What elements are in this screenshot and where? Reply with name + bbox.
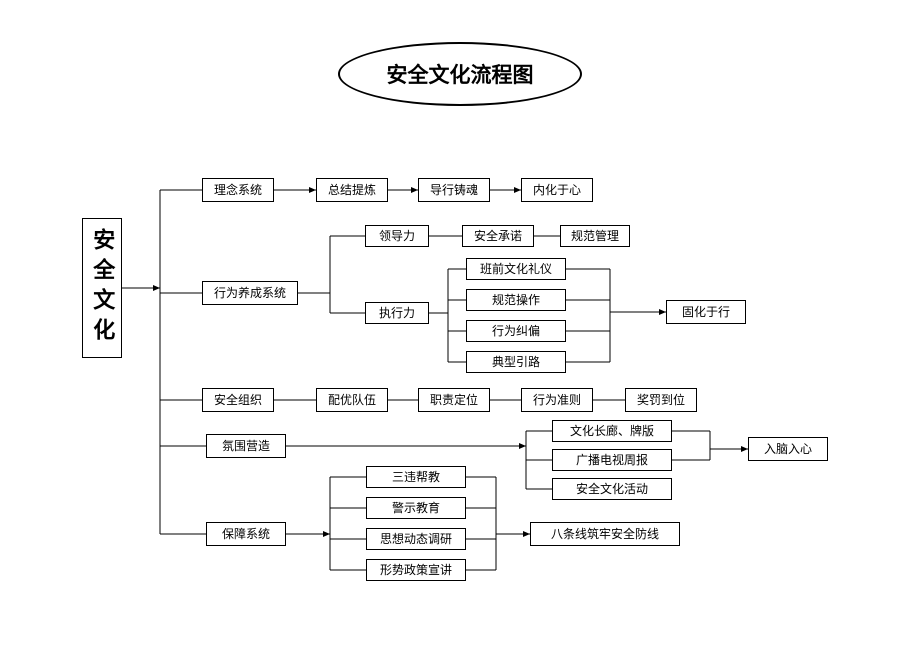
node-n_wenhuahd: 安全文化活动 [552, 478, 672, 500]
node-n_lingdao: 领导力 [365, 225, 429, 247]
node-n_batiao: 八条线筑牢安全防线 [530, 522, 680, 546]
node-label: 配优队伍 [328, 393, 376, 407]
node-n_jingshi: 警示教育 [366, 497, 466, 519]
node-label: 三违帮教 [392, 470, 440, 484]
node-n_neihua: 内化于心 [521, 178, 593, 202]
node-n_jiupian: 行为纠偏 [466, 320, 566, 342]
node-n_dianxing: 典型引路 [466, 351, 566, 373]
node-n_zhixing: 执行力 [365, 302, 429, 324]
node-label: 规范操作 [492, 293, 540, 307]
node-n_sixiang: 思想动态调研 [366, 528, 466, 550]
node-label: 保障系统 [222, 527, 270, 541]
node-n_peiyou: 配优队伍 [316, 388, 388, 412]
node-label: 氛围营造 [222, 439, 270, 453]
node-n_guifancz: 规范操作 [466, 289, 566, 311]
node-label: 执行力 [379, 306, 415, 320]
node-label: 导行铸魂 [430, 183, 478, 197]
node-label: 文化长廊、牌版 [570, 424, 654, 438]
node-label: 奖罚到位 [637, 393, 685, 407]
node-n_runao: 入脑入心 [748, 437, 828, 461]
node-n_baozhang: 保障系统 [206, 522, 286, 546]
title-ellipse: 安全文化流程图 [338, 42, 582, 106]
diagram-title: 安全文化流程图 [387, 59, 534, 89]
node-n_jiangfa: 奖罚到位 [625, 388, 697, 412]
node-n_guifan: 规范管理 [560, 225, 630, 247]
root-label: 安全文化 [89, 228, 115, 348]
node-n_zhize: 职责定位 [418, 388, 490, 412]
root-node: 安全文化 [82, 218, 122, 358]
node-n_chengnuoa: 安全承诺 [462, 225, 534, 247]
node-label: 总结提炼 [328, 183, 376, 197]
node-label: 职责定位 [430, 393, 478, 407]
node-label: 安全组织 [214, 393, 262, 407]
node-label: 规范管理 [571, 229, 619, 243]
node-label: 典型引路 [492, 355, 540, 369]
node-label: 行为准则 [533, 393, 581, 407]
node-n_guangbo: 广播电视周报 [552, 449, 672, 471]
node-label: 行为养成系统 [214, 286, 286, 300]
node-n_zhunze: 行为准则 [521, 388, 593, 412]
node-label: 固化于行 [682, 305, 730, 319]
node-n_banqian: 班前文化礼仪 [466, 258, 566, 280]
node-label: 入脑入心 [764, 442, 812, 456]
node-label: 安全承诺 [474, 229, 522, 243]
node-label: 八条线筑牢安全防线 [551, 527, 659, 541]
node-label: 内化于心 [533, 183, 581, 197]
node-n_guhua: 固化于行 [666, 300, 746, 324]
node-n_linian: 理念系统 [202, 178, 274, 202]
node-label: 安全文化活动 [576, 482, 648, 496]
node-label: 思想动态调研 [380, 532, 452, 546]
node-label: 领导力 [379, 229, 415, 243]
node-n_zongjie: 总结提炼 [316, 178, 388, 202]
node-n_xingwei: 行为养成系统 [202, 281, 298, 305]
node-label: 行为纠偏 [492, 324, 540, 338]
node-label: 形势政策宣讲 [380, 563, 452, 577]
node-n_wenhualk: 文化长廊、牌版 [552, 420, 672, 442]
node-n_xingshi: 形势政策宣讲 [366, 559, 466, 581]
node-label: 广播电视周报 [576, 453, 648, 467]
node-label: 班前文化礼仪 [480, 262, 552, 276]
node-label: 警示教育 [392, 501, 440, 515]
node-n_fenwei: 氛围营造 [206, 434, 286, 458]
node-n_zuzhi: 安全组织 [202, 388, 274, 412]
node-n_sanwei: 三违帮教 [366, 466, 466, 488]
node-label: 理念系统 [214, 183, 262, 197]
node-n_daoxing: 导行铸魂 [418, 178, 490, 202]
